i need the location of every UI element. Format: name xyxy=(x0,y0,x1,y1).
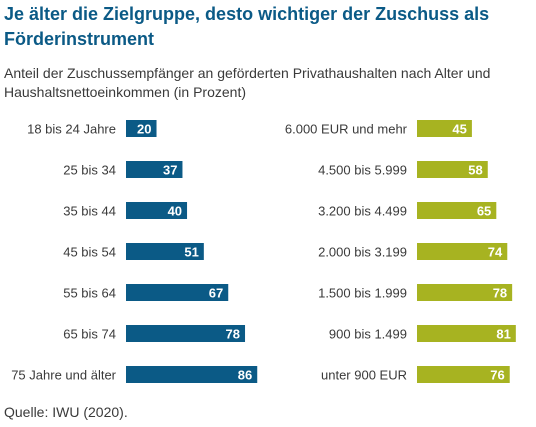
income-bar-value-label: 45 xyxy=(452,122,466,137)
income-bar xyxy=(417,243,508,260)
income-bar xyxy=(417,284,513,301)
age-bar xyxy=(126,284,229,301)
income-category-label: 6.000 EUR und mehr xyxy=(285,122,408,137)
income-bar-value-label: 74 xyxy=(488,245,503,260)
income-bar xyxy=(417,161,488,178)
chart-title: Je älter die Zielgruppe, desto wichtiger… xyxy=(4,4,490,49)
income-category-label: 2.000 bis 3.199 xyxy=(318,245,407,260)
age-category-label: 75 Jahre und älter xyxy=(11,368,116,383)
income-bar-value-label: 58 xyxy=(468,163,482,178)
age-category-label: 18 bis 24 Jahre xyxy=(27,122,116,137)
income-bar xyxy=(417,202,497,219)
income-bar-value-label: 78 xyxy=(493,286,507,301)
income-bar-value-label: 76 xyxy=(490,368,504,383)
income-bar xyxy=(417,120,472,137)
age-bar xyxy=(126,161,183,178)
age-bar xyxy=(126,325,246,342)
age-bar xyxy=(126,120,157,137)
age-category-label: 65 bis 74 xyxy=(63,327,116,342)
age-bar xyxy=(126,243,204,260)
age-category-label: 25 bis 34 xyxy=(63,163,116,178)
income-category-label: 900 bis 1.499 xyxy=(329,327,407,342)
age-bar-value-label: 20 xyxy=(137,122,151,137)
income-category-label: 3.200 bis 4.499 xyxy=(318,204,407,219)
age-bar-value-label: 51 xyxy=(184,245,198,260)
income-bar-value-label: 65 xyxy=(477,204,491,219)
source-note: Quelle: IWU (2020). xyxy=(4,404,128,420)
age-bar-value-label: 67 xyxy=(209,286,223,301)
income-category-label: 1.500 bis 1.999 xyxy=(318,286,407,301)
age-category-label: 55 bis 64 xyxy=(63,286,116,301)
chart-subtitle: Anteil der Zuschussempfänger an geförder… xyxy=(4,65,491,100)
age-bar-value-label: 40 xyxy=(168,204,182,219)
age-bar-value-label: 78 xyxy=(226,327,240,342)
age-category-label: 35 bis 44 xyxy=(63,204,116,219)
age-category-label: 45 bis 54 xyxy=(63,245,116,260)
age-bar xyxy=(126,366,258,383)
income-category-label: unter 900 EUR xyxy=(321,368,407,383)
income-bar xyxy=(417,366,510,383)
income-category-label: 4.500 bis 5.999 xyxy=(318,163,407,178)
income-bar xyxy=(417,325,516,342)
income-bar-value-label: 81 xyxy=(496,327,510,342)
age-bar-value-label: 86 xyxy=(238,368,252,383)
age-bar xyxy=(126,202,188,219)
age-bar-value-label: 37 xyxy=(163,163,177,178)
